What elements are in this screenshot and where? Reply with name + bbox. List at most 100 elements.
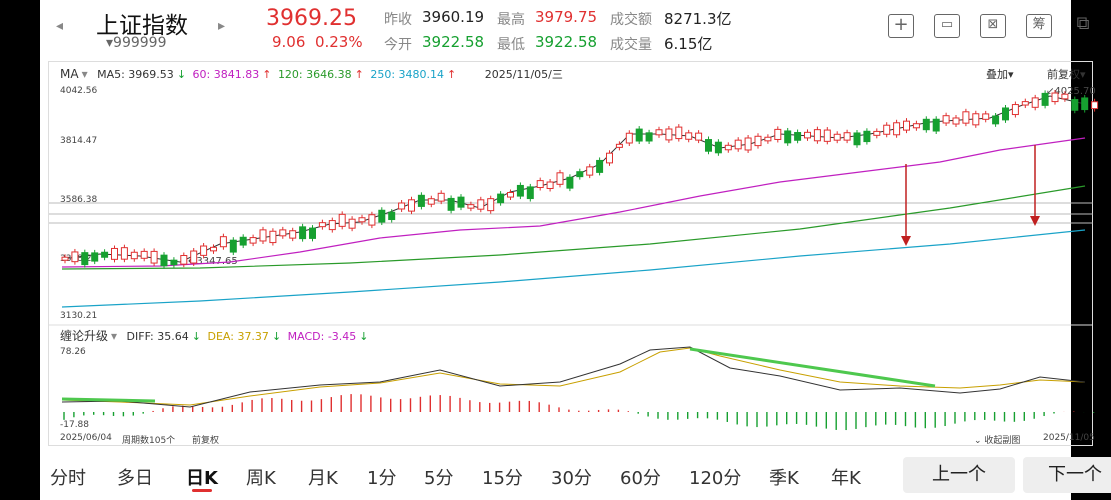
share-icon[interactable]: ⧉ <box>1076 13 1090 34</box>
candle <box>170 257 178 268</box>
candle <box>645 129 653 144</box>
candle <box>140 248 148 262</box>
candle <box>942 112 950 126</box>
candle <box>229 237 237 256</box>
amount-value: 8271.3亿 <box>664 10 732 28</box>
low-label: 最低 <box>497 37 525 53</box>
candle <box>962 108 970 127</box>
tab-season-k[interactable]: 季K <box>769 468 799 489</box>
candle <box>1091 98 1099 112</box>
candle <box>813 126 821 144</box>
candle <box>289 227 297 242</box>
candle <box>774 126 782 143</box>
tab-year-k[interactable]: 年K <box>831 468 861 489</box>
y-tick: 3358.29 <box>60 254 98 264</box>
candle <box>863 128 871 145</box>
candle <box>71 248 79 265</box>
candle <box>912 120 920 131</box>
candle <box>150 248 158 267</box>
candle <box>556 169 564 188</box>
candle <box>695 130 703 144</box>
region-icon[interactable]: ⊠ <box>980 14 1006 38</box>
candle <box>309 225 316 242</box>
tab-60min[interactable]: 60分 <box>620 468 661 489</box>
candle <box>516 182 524 200</box>
candle <box>903 118 910 134</box>
candle <box>417 192 425 210</box>
candle <box>932 116 940 135</box>
candle <box>447 195 455 214</box>
y-tick: 4042.56 <box>60 86 98 96</box>
ma-selector[interactable]: MA ▾ <box>60 67 88 81</box>
macd-max: 78.26 <box>60 347 86 357</box>
macd-min: -17.88 <box>60 420 90 430</box>
collapse-subchart-button[interactable]: ⌄ 收起副图 <box>974 436 1021 446</box>
y-tick: 3130.21 <box>60 311 98 321</box>
prev-button[interactable]: 上一个 <box>903 457 1015 493</box>
candle <box>586 163 594 179</box>
candle <box>467 201 475 212</box>
ma-legend: MA ▾ MA5: 3969.53 ↓ 60: 3841.83 ↑ 120: 3646… <box>60 66 566 82</box>
arrow-down-icon: ↓ <box>271 330 282 343</box>
candle <box>714 139 722 156</box>
candle <box>348 216 356 232</box>
candle <box>833 131 841 144</box>
tab-week-k[interactable]: 周K <box>246 468 276 489</box>
y-tick: 3586.38 <box>60 195 98 205</box>
picture-icon[interactable]: ▭ <box>934 14 960 38</box>
tab-5min[interactable]: 5分 <box>424 468 454 489</box>
candle <box>784 127 792 146</box>
tab-duori[interactable]: 多日 <box>117 468 153 489</box>
candle <box>1061 91 1069 102</box>
tab-fenshi[interactable]: 分时 <box>50 468 86 489</box>
tab-1min[interactable]: 1分 <box>367 468 397 489</box>
next-button[interactable]: 下一个 <box>1023 457 1111 493</box>
max-price-label: ↙4025.70 <box>1046 86 1096 97</box>
volume-label: 成交量 <box>610 37 652 53</box>
next-stock-arrow-icon[interactable]: ▸ <box>218 18 226 34</box>
candle <box>566 174 574 192</box>
cursor-date: 2025/11/05/三 <box>484 68 563 81</box>
candle <box>893 119 901 138</box>
period-tabs: 分时 多日 日K 周K 月K 1分 5分 15分 30分 60分 120分 季K… <box>40 455 1111 500</box>
footer-adjust: 前复权 <box>192 436 220 446</box>
candle <box>1031 94 1039 111</box>
candle <box>487 195 495 214</box>
candle <box>388 209 396 223</box>
arrow-down-icon: ↓ <box>191 330 201 343</box>
ma120-line <box>61 185 1086 270</box>
kline-chart-area[interactable] <box>48 61 1093 446</box>
macd-legend: 缠论升级 ▾ DIFF: 35.64 ↓ DEA: 37.37 ↓ MACD: -3.… <box>60 327 372 344</box>
candle <box>1041 90 1049 109</box>
candle <box>497 191 505 206</box>
add-icon[interactable]: + <box>888 14 914 38</box>
tab-120min[interactable]: 120分 <box>689 468 742 489</box>
tab-30min[interactable]: 30分 <box>551 468 592 489</box>
candle <box>378 207 386 226</box>
chip-icon[interactable]: 筹 <box>1026 14 1052 38</box>
candle <box>665 125 673 143</box>
candle <box>190 248 198 267</box>
tab-15min[interactable]: 15分 <box>482 468 523 489</box>
diff-line <box>61 346 1086 408</box>
prev-stock-arrow-icon[interactable]: ◂ <box>56 18 64 34</box>
candle <box>794 129 802 144</box>
arrow-down-icon: ↓ <box>359 330 369 343</box>
overlay-button[interactable]: 叠加▾ <box>986 68 1014 81</box>
ma120-value: 120: 3646.38 <box>277 68 352 81</box>
candle <box>398 199 406 212</box>
candle <box>606 150 613 166</box>
candle <box>685 129 693 143</box>
indicator-selector[interactable]: 缠论升级 ▾ <box>60 329 118 343</box>
arrow-up-icon: ↑ <box>262 68 272 81</box>
tab-month-k[interactable]: 月K <box>308 468 338 489</box>
arrow-down-icon: ↓ <box>176 68 187 81</box>
adjust-button[interactable]: 前复权▾ <box>1047 68 1086 81</box>
arrow-up-icon: ↑ <box>447 68 457 81</box>
ma250-line <box>61 229 1086 308</box>
low-value: 3922.58 <box>535 33 598 51</box>
tab-day-k[interactable]: 日K <box>186 468 218 489</box>
candle <box>705 136 712 155</box>
candle <box>81 249 89 268</box>
